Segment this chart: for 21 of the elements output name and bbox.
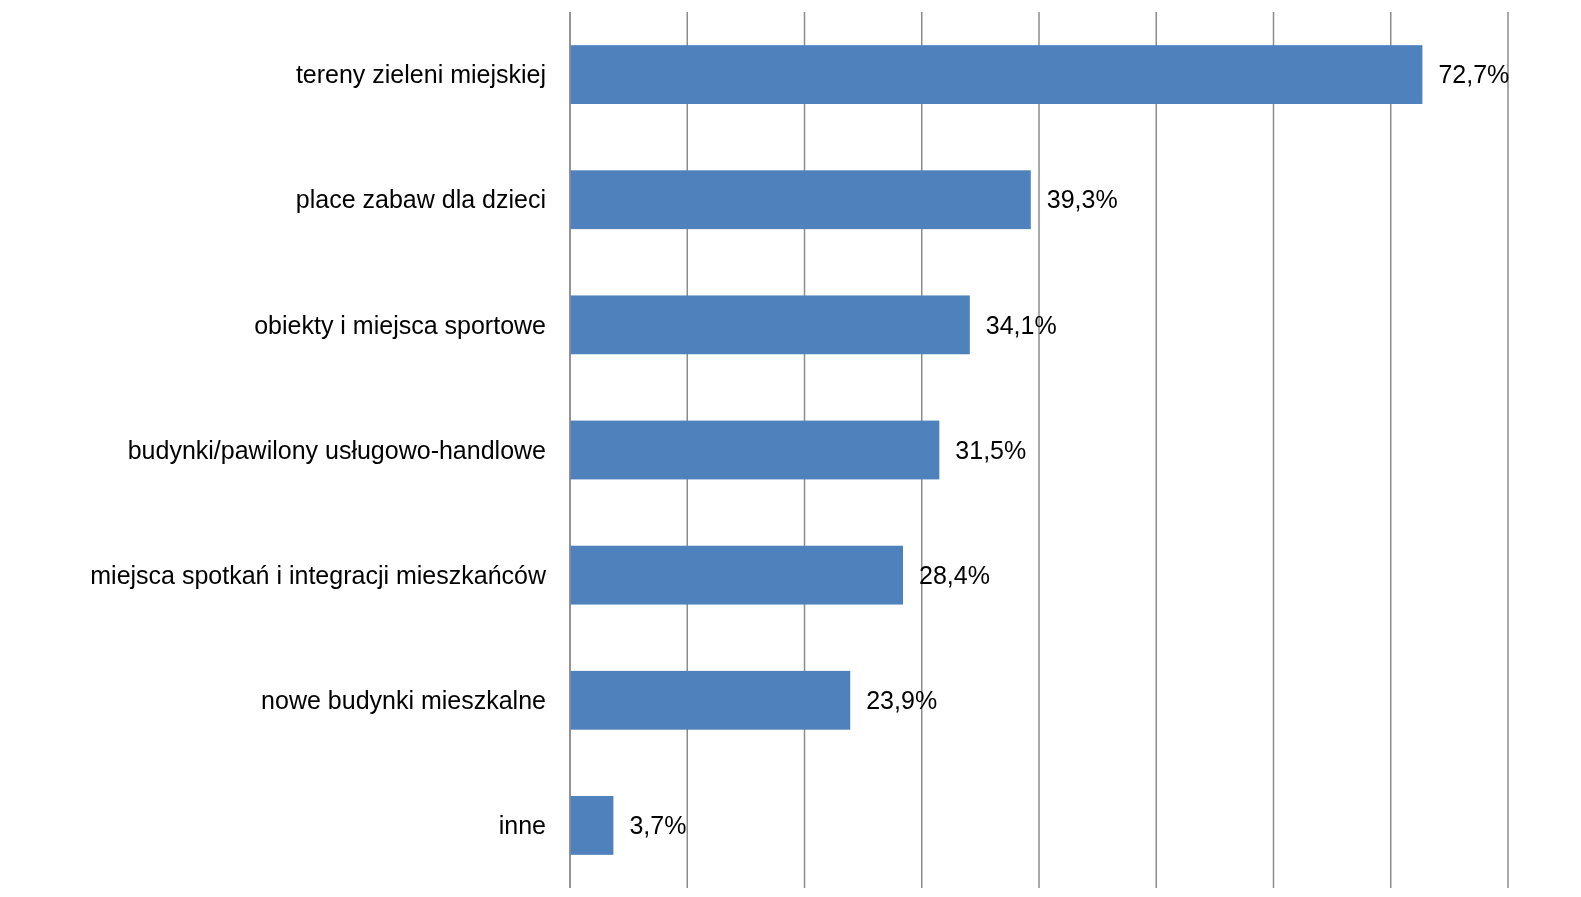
bar <box>570 170 1031 230</box>
bar <box>570 670 851 730</box>
bar <box>570 45 1423 104</box>
data-label: 23,9% <box>866 686 938 715</box>
y-tick-label: budynki/pawilony usługowo-handlowe <box>127 435 546 464</box>
data-label: 72,7% <box>1438 60 1510 89</box>
data-label: 34,1% <box>985 310 1057 339</box>
y-tick-label: obiekty i miejsca sportowe <box>254 310 546 339</box>
bar <box>570 796 614 855</box>
bar <box>570 545 903 605</box>
y-tick-label: place zabaw dla dzieci <box>295 185 546 214</box>
y-tick-label: miejsca spotkań i integracji mieszkańców <box>90 560 547 589</box>
y-tick-label: nowe budynki mieszkalne <box>261 686 546 715</box>
y-tick-label: tereny zieleni miejskiej <box>295 60 546 89</box>
bar <box>570 295 970 355</box>
data-label: 3,7% <box>629 811 687 840</box>
data-label: 31,5% <box>955 435 1027 464</box>
y-tick-label: inne <box>498 811 546 840</box>
data-label: 28,4% <box>918 560 990 589</box>
bar <box>570 420 940 480</box>
data-label: 39,3% <box>1046 185 1118 214</box>
